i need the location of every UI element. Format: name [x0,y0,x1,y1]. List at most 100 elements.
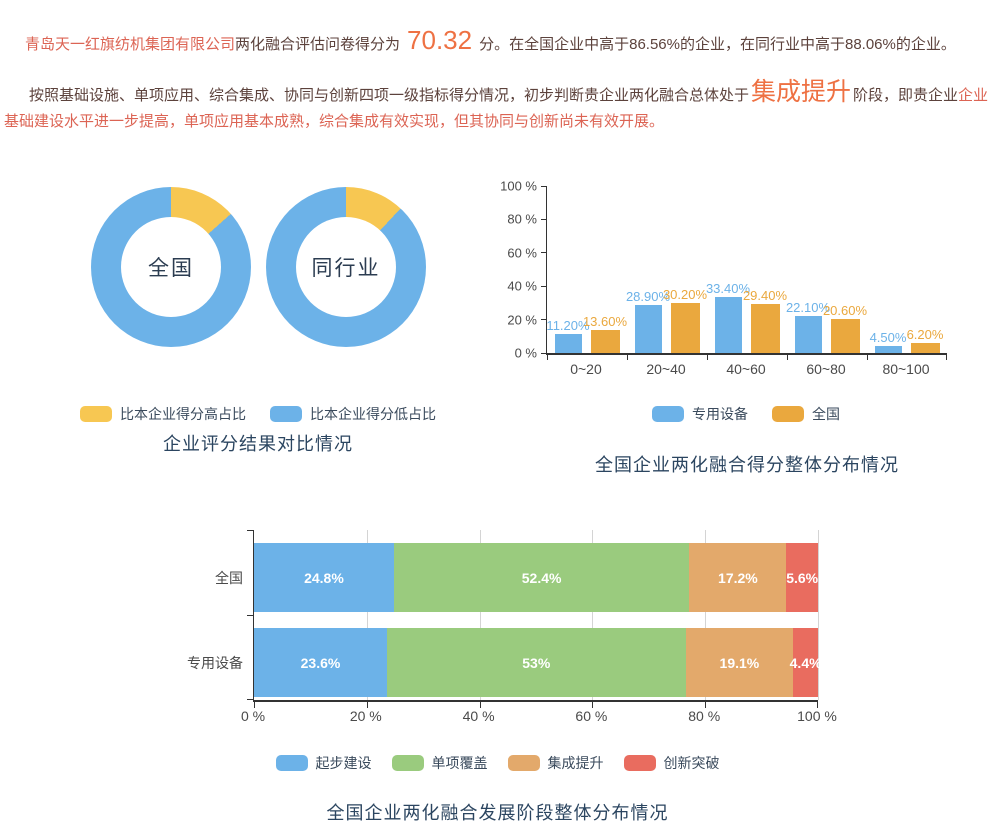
bar-value-label: 11.20% [546,318,590,334]
segment-value-label: 4.4% [789,654,822,671]
x-axis-label: 40 % [462,708,495,724]
legend-item-stage-2[interactable]: 单项覆盖 [391,753,488,773]
bar-group: 22.10% 20.60% [786,186,867,353]
legend-label: 比本企业得分低占比 [310,406,436,422]
segment-value-label: 52.4% [521,569,562,586]
gridline [818,530,819,700]
stacked-chart-x-labels: 0 % 20 % 40 % 60 % 80 % 100 % [241,708,837,728]
segment-集成提升[interactable]: 17.2% [689,543,787,612]
bar-groups-container: 11.20% 13.60% 28.90% 30.20% 33.40% 29.40% 22.1… [546,186,947,353]
segment-创新突破[interactable]: 4.4% [790,628,822,697]
company-name: 青岛天一红旗纺机集团有限公司 [25,36,236,53]
score-distribution-chart: 11.20% 13.60% 28.90% 30.20% 33.40% 29.40% 22.1… [500,179,947,361]
legend-item-stage-3[interactable]: 集成提升 [507,753,604,773]
gridline [366,530,368,700]
y-axis-tick [247,530,253,531]
legend-item-higher-share[interactable]: 比本企业得分高占比 [80,404,246,424]
legend-item-stage-4[interactable]: 创新突破 [623,753,720,773]
x-category-label: 60~80 [806,361,846,377]
bar-group: 33.40% 29.40% [706,186,787,353]
bar-value-label: 30.20% [662,286,708,302]
x-axis-label: 100 % [797,708,837,724]
bar-全国-20~40[interactable]: 30.20% [663,287,707,353]
y-axis-label: 40 % [507,278,537,294]
x-axis-tick [705,702,707,708]
y-axis-label: 0 % [514,345,537,361]
bar-全国-40~60[interactable]: 29.40% [743,288,787,353]
score-value: 70.32 [407,25,473,55]
segment-创新突破[interactable]: 5.6% [786,543,818,612]
segment-单项覆盖[interactable]: 53% [386,628,686,697]
y-axis-tick [541,185,547,187]
bar-value-label: 6.20% [906,326,944,342]
x-category-label: 0~20 [570,361,602,377]
donut-center-label: 全国 [148,257,194,280]
stage-tail-text: 企业基础建设水平进一步提高，单项应用基本成熟，综合集成有效实现，但其协同与创新尚… [4,87,989,130]
legend-label: 创新突破 [663,755,720,771]
x-axis-tick [547,355,548,360]
y-axis-tick [541,252,547,254]
bar-专用设备-20~40[interactable]: 28.90% [626,289,670,353]
x-axis-tick [627,355,628,360]
x-category-label: 80~100 [882,361,930,377]
legend-swatch-green [391,755,424,771]
bar-chart-legend: 专用设备 全国 [546,404,946,424]
bar-专用设备-60~80[interactable]: 22.10% [786,300,830,353]
y-axis-label: 20 % [507,312,537,328]
bar-全国-60~80[interactable]: 20.60% [823,303,867,353]
y-axis-tick [541,319,547,321]
pie-legend: 比本企业得分高占比 比本企业得分低占比 [0,404,516,424]
y-axis-label: 80 % [507,211,537,227]
legend-swatch-blue [652,406,684,422]
x-axis-tick [366,702,368,708]
x-axis-tick [817,702,818,708]
x-category-label: 40~60 [726,361,766,377]
gridline [479,530,481,700]
stage-value: 集成提升 [751,78,852,106]
bar-group: 4.50% 6.20% [867,186,947,353]
bar-全国-80~100[interactable]: 6.20% [907,327,943,353]
bar-value-label: 22.10% [785,300,831,316]
donut-chart-national[interactable]: 全国 [91,187,251,347]
legend-item-lower-share[interactable]: 比本企业得分低占比 [270,404,436,424]
gridline [705,530,707,700]
segment-value-label: 17.2% [718,569,758,586]
stage-summary-paragraph: 按照基础设施、单项应用、综合集成、协同与创新四项一级指标得分情况，初步判断贵企业… [4,79,989,135]
bar-chart-title: 全国企业两化融合得分整体分布情况 [595,455,899,475]
stage-lead-text: 按照基础设施、单项应用、综合集成、协同与创新四项一级指标得分情况，初步判断贵企业… [29,87,750,104]
bar-value-label: 13.60% [582,314,628,330]
stacked-bar-row: 23.6% 53% 19.1% 4.4% [254,628,822,697]
bar-专用设备-80~100[interactable]: 4.50% [870,330,906,353]
bar-专用设备-0~20[interactable]: 11.20% [546,318,590,353]
legend-label: 集成提升 [547,755,604,771]
legend-swatch-yellow [80,406,112,422]
stage-mid-text: 阶段，即贵企业 [853,87,959,104]
legend-item-national[interactable]: 全国 [772,404,840,424]
legend-label: 全国 [812,406,840,422]
bar-value-label: 28.90% [625,288,671,304]
segment-value-label: 24.8% [304,569,344,586]
x-axis-label: 20 % [349,708,382,724]
x-axis-tick [254,702,255,708]
segment-起步建设[interactable]: 23.6% [254,628,387,697]
bar-专用设备-40~60[interactable]: 33.40% [706,281,750,353]
segment-集成提升[interactable]: 19.1% [685,628,794,697]
x-axis-label: 80 % [688,708,721,724]
y-axis-tick [541,285,547,287]
bar-value-label: 20.60% [822,302,868,318]
segment-单项覆盖[interactable]: 52.4% [393,543,690,612]
segment-起步建设[interactable]: 24.8% [254,543,394,612]
legend-label: 起步建设 [315,755,372,771]
bar-全国-0~20[interactable]: 13.60% [583,314,627,353]
segment-value-label: 23.6% [300,654,341,671]
y-axis-label: 60 % [507,245,537,261]
bar-group: 28.90% 30.20% [626,186,707,353]
y-axis-tick [541,218,547,220]
x-axis-label: 60 % [575,708,608,724]
legend-item-stage-1[interactable]: 起步建设 [275,753,372,773]
donut-chart-industry[interactable]: 同行业 [266,187,426,347]
legend-item-industry[interactable]: 专用设备 [652,404,748,424]
score-prefix: 两化融合评估问卷得分为 [235,36,401,53]
segment-value-label: 19.1% [719,654,760,671]
y-axis-tick [247,615,253,616]
